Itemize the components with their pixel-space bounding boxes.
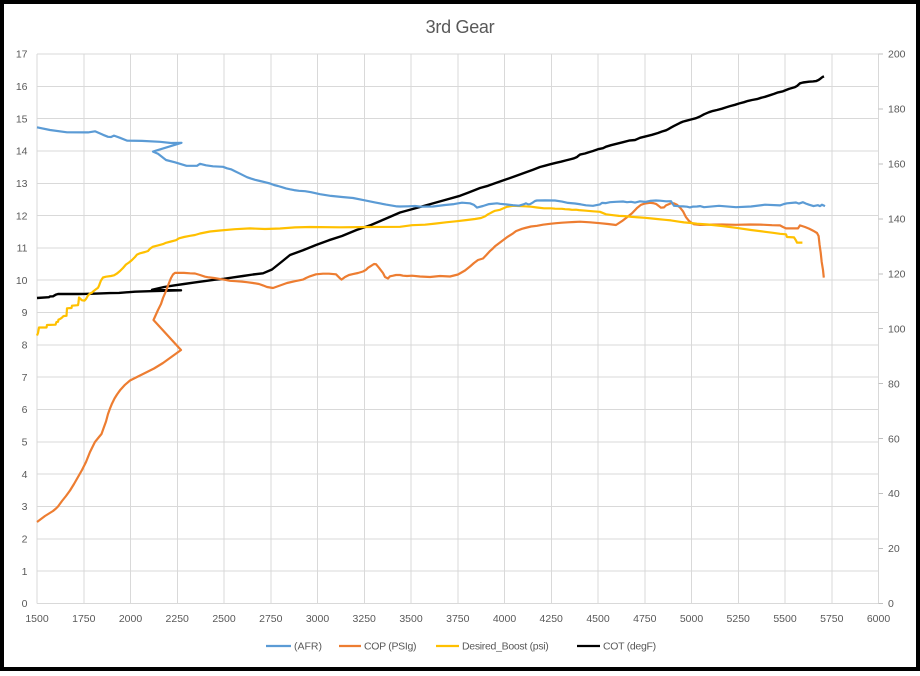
svg-text:3250: 3250 (353, 613, 377, 625)
svg-text:17: 17 (16, 49, 28, 61)
svg-text:4250: 4250 (540, 613, 564, 625)
svg-text:0: 0 (888, 598, 894, 610)
svg-text:4: 4 (22, 469, 28, 481)
svg-text:60: 60 (888, 433, 900, 445)
svg-text:100: 100 (888, 323, 906, 335)
svg-text:1500: 1500 (25, 613, 49, 625)
svg-text:4750: 4750 (633, 613, 657, 625)
svg-text:(AFR): (AFR) (294, 641, 322, 653)
svg-text:1: 1 (22, 566, 28, 578)
svg-text:5: 5 (22, 437, 28, 449)
svg-text:120: 120 (888, 269, 906, 281)
svg-text:2500: 2500 (212, 613, 236, 625)
svg-text:16: 16 (16, 81, 28, 93)
svg-text:3750: 3750 (446, 613, 470, 625)
svg-text:3500: 3500 (399, 613, 423, 625)
svg-text:2250: 2250 (166, 613, 190, 625)
svg-text:15: 15 (16, 113, 28, 125)
svg-text:5500: 5500 (773, 613, 797, 625)
svg-text:7: 7 (22, 372, 28, 384)
svg-text:2000: 2000 (119, 613, 143, 625)
svg-text:4000: 4000 (493, 613, 517, 625)
svg-text:11: 11 (17, 243, 28, 255)
svg-text:80: 80 (888, 378, 900, 390)
svg-text:160: 160 (888, 159, 906, 171)
svg-text:140: 140 (888, 214, 906, 226)
svg-text:6: 6 (22, 404, 28, 416)
svg-text:10: 10 (16, 275, 28, 287)
svg-text:9: 9 (22, 307, 28, 319)
svg-text:2: 2 (22, 534, 28, 546)
svg-text:0: 0 (22, 598, 28, 610)
svg-text:Desired_Boost (psi): Desired_Boost (psi) (462, 641, 549, 653)
svg-text:14: 14 (16, 146, 28, 158)
svg-text:5750: 5750 (820, 613, 844, 625)
svg-text:3: 3 (22, 501, 28, 513)
svg-text:COP (PSIg): COP (PSIg) (364, 641, 416, 653)
svg-text:3000: 3000 (306, 613, 330, 625)
svg-text:8: 8 (22, 340, 28, 352)
svg-text:20: 20 (888, 543, 900, 555)
svg-text:6000: 6000 (867, 613, 891, 625)
svg-text:5250: 5250 (727, 613, 751, 625)
svg-text:12: 12 (16, 210, 28, 222)
svg-text:3rd Gear: 3rd Gear (426, 17, 495, 37)
svg-text:COT (degF): COT (degF) (603, 641, 656, 653)
svg-text:5000: 5000 (680, 613, 704, 625)
svg-text:13: 13 (16, 178, 28, 190)
svg-text:1750: 1750 (72, 613, 96, 625)
svg-text:4500: 4500 (586, 613, 610, 625)
svg-text:2750: 2750 (259, 613, 283, 625)
svg-text:200: 200 (888, 49, 906, 61)
svg-text:40: 40 (888, 488, 900, 500)
svg-text:180: 180 (888, 104, 906, 116)
